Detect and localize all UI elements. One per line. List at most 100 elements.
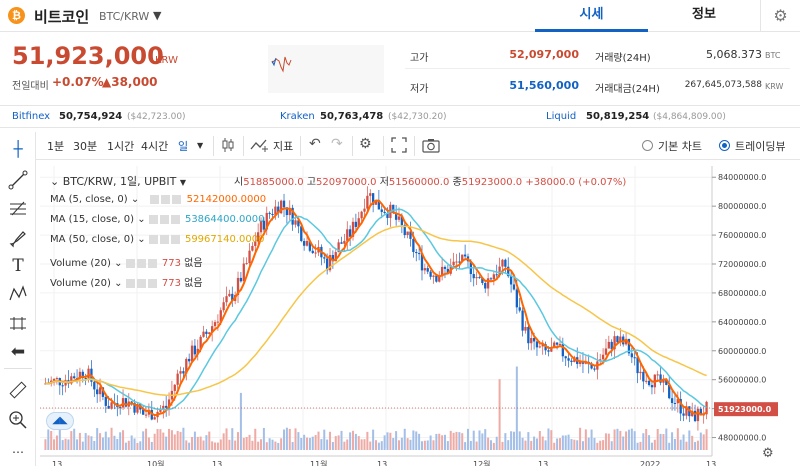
candle-body	[348, 229, 352, 237]
exchange-value: 50,763,478	[320, 111, 384, 122]
tab-price[interactable]: 시세	[535, 0, 648, 32]
candle-type-svg	[222, 138, 234, 152]
indicator-icon[interactable]	[250, 136, 270, 158]
volume-bar	[665, 428, 668, 450]
interval-1d[interactable]: 일	[178, 140, 189, 153]
candle-type-icon[interactable]	[220, 136, 236, 158]
indicator-button[interactable]: 지표	[273, 140, 294, 153]
settings-icon[interactable]	[136, 258, 146, 268]
settings-icon[interactable]: ⚙	[359, 136, 372, 152]
coin-name[interactable]: 비트코인	[34, 8, 90, 26]
candle-body	[208, 332, 211, 335]
time-axis[interactable]: 13 10월 13 11월 13 12월 13 2022 13	[40, 455, 716, 466]
exchange-name[interactable]: Kraken	[280, 111, 315, 122]
legend-ma5[interactable]: MA (5, close, 0) ⌄ 52142000.0000	[50, 194, 267, 205]
volume-bar	[423, 440, 426, 450]
price-tick-label: 56000000.0	[718, 376, 766, 385]
crosshair-icon[interactable]: ┼	[13, 140, 23, 158]
pattern-svg	[9, 285, 27, 301]
gear-icon[interactable]: ⚙	[760, 0, 800, 32]
eye-icon[interactable]	[150, 194, 160, 204]
legend-caret[interactable]: ▼	[179, 178, 186, 187]
volume-bar	[73, 428, 76, 450]
volume-bar	[527, 432, 530, 450]
tradingview-logo-icon[interactable]: ◢◣	[46, 412, 74, 430]
measure-icon[interactable]	[8, 314, 28, 338]
text-tool-icon[interactable]: T	[12, 256, 24, 276]
candle-body	[153, 417, 156, 420]
volume-bar	[53, 439, 56, 450]
pattern-icon[interactable]	[8, 284, 28, 308]
zoom-in-icon[interactable]	[8, 410, 28, 434]
basic-chart-radio[interactable]	[642, 140, 653, 151]
candle-body	[256, 232, 260, 242]
price-axis[interactable]: 84000000.0 80000000.0 76000000.0 72000000.0…	[711, 166, 800, 456]
legend-volume-2[interactable]: Volume (20) ⌄ 773 없음	[50, 278, 203, 289]
eye-icon[interactable]	[148, 234, 158, 244]
volume-bar	[639, 441, 642, 450]
candle-body	[308, 240, 312, 251]
settings-icon[interactable]	[136, 278, 146, 288]
legend-volume-1[interactable]: Volume (20) ⌄ 773 없음	[50, 258, 203, 269]
volume-bar	[567, 434, 570, 450]
undo-icon[interactable]: ↶	[309, 136, 321, 152]
volume-bar	[314, 435, 317, 450]
interval-1m[interactable]: 1분	[47, 140, 65, 153]
interval-30m[interactable]: 30분	[73, 140, 98, 153]
volume-bar	[533, 436, 536, 450]
fullscreen-icon[interactable]	[390, 136, 408, 158]
close-icon[interactable]	[172, 194, 182, 204]
chevron-down-icon[interactable]: ▼	[197, 141, 204, 150]
candle-body	[165, 405, 168, 408]
volume-label: 거래량(24H)	[595, 53, 651, 64]
tradingview-label[interactable]: 트레이딩뷰	[735, 140, 786, 153]
eye-icon[interactable]	[148, 214, 158, 224]
candle-body	[645, 380, 648, 382]
tab-info[interactable]: 정보	[692, 7, 716, 22]
high-label: 고가	[410, 53, 429, 64]
volume-bar	[650, 442, 653, 450]
ma15-value: 53864400.0000	[184, 214, 265, 225]
trendline-icon[interactable]	[8, 170, 28, 194]
legend-ma15[interactable]: MA (15, close, 0) ⌄ 53864400.0000	[50, 214, 265, 225]
tradingview-radio[interactable]	[719, 140, 730, 151]
interval-4h[interactable]: 4시간	[141, 140, 169, 153]
candle-body	[593, 368, 596, 370]
back-arrow-icon[interactable]: ⬅	[10, 342, 26, 362]
camera-icon[interactable]	[421, 136, 441, 158]
brush-icon[interactable]	[8, 228, 28, 252]
candle-body	[509, 276, 513, 285]
basic-chart-label[interactable]: 기본 차트	[658, 140, 702, 153]
close-icon[interactable]	[147, 278, 157, 288]
more-icon[interactable]: …	[12, 442, 24, 456]
chart-settings-gear-icon[interactable]: ⚙	[762, 446, 774, 461]
time-tick-label: 13	[52, 460, 62, 466]
exchange-name[interactable]: Bitfinex	[12, 111, 51, 122]
ma5-value: 52142000.0000	[186, 194, 267, 205]
caret-down-icon[interactable]: ▼	[153, 9, 162, 22]
volume-bar	[291, 442, 294, 450]
volume-bar	[613, 429, 616, 450]
eye-icon[interactable]	[125, 278, 135, 288]
eye-icon[interactable]	[125, 258, 135, 268]
candle-body	[239, 277, 243, 282]
ruler-icon[interactable]	[8, 380, 28, 404]
volume-bar	[211, 441, 214, 450]
candle-body	[294, 220, 297, 225]
volume-bar	[84, 433, 87, 450]
close-icon[interactable]	[170, 234, 180, 244]
legend-ma50[interactable]: MA (50, close, 0) ⌄ 59967140.0000	[50, 234, 265, 245]
exchange-name[interactable]: Liquid	[546, 111, 577, 122]
settings-icon[interactable]	[159, 234, 169, 244]
price-chart[interactable]: 84000000.0 80000000.0 76000000.0 72000000.0…	[40, 166, 800, 466]
settings-icon[interactable]	[159, 214, 169, 224]
legend-collapse-icon[interactable]: ⌄	[50, 175, 60, 188]
close-icon[interactable]	[170, 214, 180, 224]
settings-icon[interactable]	[161, 194, 171, 204]
volume-bar	[484, 429, 487, 450]
redo-icon[interactable]: ↷	[331, 136, 343, 152]
toolbar-divider	[243, 136, 244, 156]
interval-1h[interactable]: 1시간	[107, 140, 135, 153]
close-icon[interactable]	[147, 258, 157, 268]
fib-icon[interactable]	[8, 198, 28, 222]
